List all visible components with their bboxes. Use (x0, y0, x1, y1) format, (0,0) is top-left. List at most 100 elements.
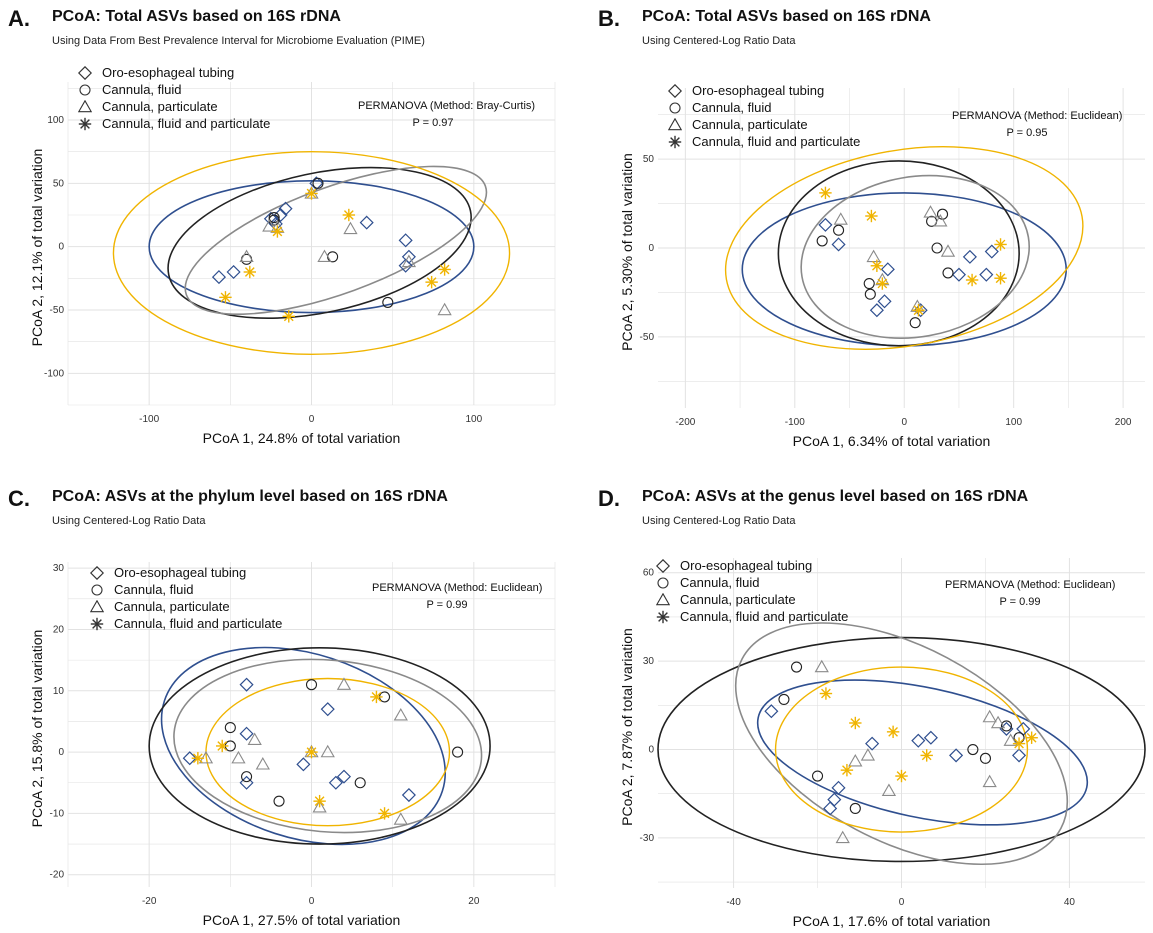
data-point (1012, 748, 1027, 763)
legend: Oro-esophageal tubing Cannula, fluid Cannu… (78, 64, 270, 132)
data-point (849, 716, 862, 730)
asterisk-icon (668, 135, 682, 148)
data-point (982, 774, 997, 788)
panel-title: PCoA: Total ASVs based on 16S rDNA (642, 8, 931, 25)
data-point (876, 277, 889, 290)
data-point (211, 270, 227, 285)
data-point (312, 177, 324, 189)
data-point (437, 302, 452, 316)
circle-icon (669, 101, 681, 114)
permanova-box: PERMANOVA (Method: Euclidean) P = 0.99 (945, 577, 1115, 611)
data-point (833, 224, 845, 236)
data-point (870, 259, 884, 272)
data-point (911, 733, 926, 748)
diamond-icon (668, 83, 682, 98)
legend-item: Cannula, fluid (656, 574, 848, 591)
legend-marker (668, 117, 682, 130)
legend-label: Oro-esophageal tubing (102, 65, 235, 80)
data-point (999, 721, 1014, 736)
data-point (942, 267, 954, 279)
x-tick-label: 0 (309, 414, 315, 425)
x-tick-label: -200 (675, 417, 695, 428)
data-point (909, 317, 921, 329)
x-tick-label: 0 (901, 417, 907, 428)
series-group (833, 205, 956, 312)
x-tick-label: -20 (142, 896, 157, 907)
y-tick-label: -100 (44, 368, 64, 379)
data-point (305, 745, 318, 759)
data-point (296, 757, 311, 772)
data-point (965, 273, 979, 287)
x-axis-label: PCoA 1, 24.8% of total variation (203, 430, 401, 446)
data-point (320, 702, 335, 717)
data-point (342, 208, 356, 222)
data-point (849, 802, 861, 814)
legend-marker (668, 135, 682, 148)
data-point (886, 725, 900, 739)
data-point (343, 221, 358, 235)
data-point (823, 801, 838, 816)
legend-label: Cannula, particulate (102, 99, 218, 114)
legend-marker (668, 83, 682, 98)
data-point (305, 187, 318, 200)
y-tick-label: 100 (47, 115, 64, 126)
legend-marker (79, 83, 91, 96)
data-point (425, 275, 438, 289)
circle-icon (91, 583, 103, 596)
data-point (231, 750, 246, 764)
data-point (931, 242, 943, 254)
legend-marker (90, 617, 104, 630)
legend-marker (656, 592, 670, 605)
data-point (198, 750, 214, 764)
confidence-ellipse (148, 180, 475, 314)
series-group (818, 217, 999, 318)
data-point (923, 730, 938, 745)
x-tick-label: 100 (1005, 417, 1022, 428)
x-tick-label: 100 (465, 414, 482, 425)
data-point (282, 310, 295, 323)
data-point (790, 661, 803, 673)
data-point (268, 211, 280, 224)
data-point (881, 783, 897, 796)
legend-label: Cannula, fluid and particulate (680, 609, 849, 624)
data-point (305, 679, 318, 691)
data-point (778, 693, 790, 705)
legend-item: Cannula, fluid (668, 99, 860, 116)
data-point (866, 249, 881, 263)
legend-item: Cannula, particulate (78, 98, 270, 115)
data-point (239, 677, 254, 692)
data-point (865, 209, 878, 223)
legend-marker (656, 558, 670, 573)
legend: Oro-esophageal tubing Cannula, fluid Cannu… (90, 564, 282, 632)
data-point (370, 690, 383, 704)
legend-item: Oro-esophageal tubing (656, 557, 848, 574)
legend-item: Cannula, particulate (668, 116, 860, 133)
data-point (224, 722, 236, 734)
legend-marker (657, 576, 669, 589)
data-point (933, 214, 948, 227)
legend-label: Cannula, fluid and particulate (114, 616, 283, 631)
y-tick-label: 0 (58, 747, 64, 758)
legend-label: Cannula, fluid (680, 575, 760, 590)
y-axis-label: PCoA 2, 12.1% of total variation (29, 149, 45, 347)
legend: Oro-esophageal tubing Cannula, fluid Cannu… (668, 82, 860, 150)
data-point (336, 677, 352, 690)
legend-label: Cannula, particulate (114, 599, 230, 614)
panel-subtitle: Using Centered-Log Ratio Data (642, 515, 796, 527)
triangle-icon (668, 117, 682, 130)
confidence-ellipse (112, 150, 511, 356)
data-point (241, 771, 253, 783)
data-point (811, 770, 824, 782)
x-tick-label: -40 (726, 897, 741, 908)
permanova-box: PERMANOVA (Method: Bray-Curtis) P = 0.97 (358, 98, 535, 132)
data-point (967, 743, 979, 756)
data-point (814, 659, 829, 673)
data-point (979, 752, 992, 764)
data-point (819, 687, 833, 700)
data-point (840, 763, 854, 777)
legend-item: Cannula, fluid and particulate (90, 615, 282, 632)
confidence-ellipse (800, 174, 1030, 339)
pcoa-plot: -20 0 20 -20 -10 0 10 20 30 PCoA 1, 27.5% of tota… (29, 562, 556, 928)
y-tick-label: 10 (53, 686, 65, 697)
data-point (398, 258, 413, 273)
